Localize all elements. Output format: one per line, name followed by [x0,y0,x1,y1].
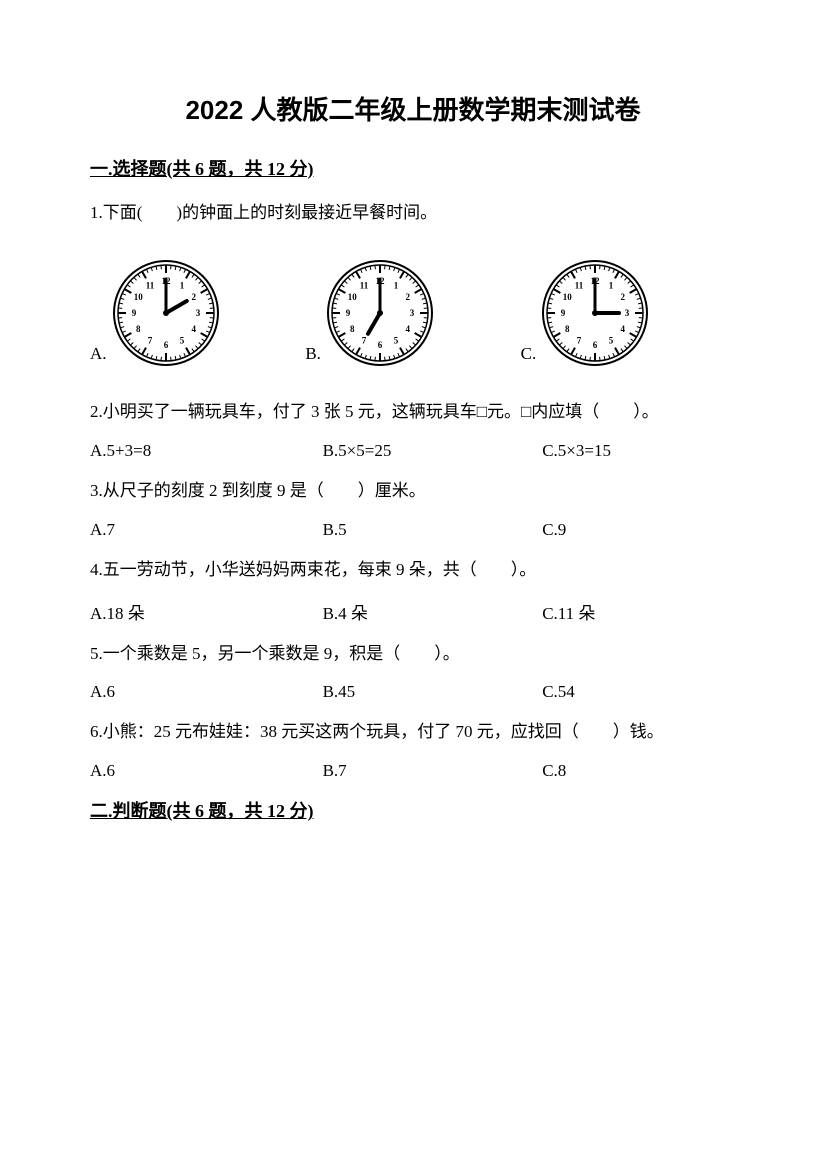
q4-text: 4.五一劳动节，小华送妈妈两束花，每束 9 朵，共（ ）。 [90,556,736,585]
q4-opt-a: A.18 朵 [90,599,323,624]
svg-text:6: 6 [163,340,168,350]
q3-opt-b: B.5 [323,520,543,540]
svg-text:9: 9 [346,308,351,318]
svg-text:6: 6 [378,340,383,350]
svg-text:7: 7 [577,336,582,346]
q6-text: 6.小熊：25 元布娃娃：38 元买这两个玩具，付了 70 元，应找回（ ）钱。 [90,718,736,747]
q2-opt-a: A.5+3=8 [90,441,323,461]
svg-text:2: 2 [191,292,196,302]
q1-options-row: A. 123456789101112 B. 123456789101112 C.… [90,258,736,368]
svg-text:7: 7 [147,336,152,346]
svg-text:8: 8 [136,324,141,334]
svg-text:11: 11 [360,280,369,290]
q6-opt-a: A.6 [90,761,323,781]
q1-opt-b-label: B. [305,344,321,364]
clock-b: 123456789101112 [325,258,435,368]
svg-text:6: 6 [593,340,598,350]
section1-heading: 一.选择题(共 6 题，共 12 分) [90,155,736,181]
q5-options: A.6 B.45 C.54 [90,682,736,702]
svg-text:8: 8 [565,324,570,334]
svg-text:2: 2 [621,292,626,302]
q1-opt-b: B. 123456789101112 [305,258,520,368]
svg-text:8: 8 [350,324,355,334]
svg-text:9: 9 [131,308,136,318]
clock-a: 123456789101112 [111,258,221,368]
q4-opt-c: C.11 朵 [542,599,736,624]
q3-opt-a: A.7 [90,520,323,540]
svg-text:4: 4 [405,324,410,334]
svg-text:11: 11 [575,280,584,290]
q5-opt-a: A.6 [90,682,323,702]
svg-text:5: 5 [179,336,184,346]
svg-text:3: 3 [410,308,415,318]
q3-text: 3.从尺子的刻度 2 到刻度 9 是（ ）厘米。 [90,477,736,506]
svg-text:4: 4 [621,324,626,334]
svg-text:11: 11 [145,280,154,290]
q4-opt-b: B.4 朵 [323,599,543,624]
q1-text: 1.下面( )的钟面上的时刻最接近早餐时间。 [90,199,736,228]
q1-opt-c-label: C. [521,344,537,364]
q2-text: 2.小明买了一辆玩具车，付了 3 张 5 元，这辆玩具车□元。□内应填（ ）。 [90,398,736,427]
exam-page: 2022 人教版二年级上册数学期末测试卷 一.选择题(共 6 题，共 12 分)… [0,0,826,1169]
q1-opt-c: C. 123456789101112 [521,258,736,368]
svg-text:1: 1 [609,280,614,290]
svg-text:10: 10 [563,292,573,302]
q2-opt-c: C.5×3=15 [542,441,736,461]
q4-options: A.18 朵 B.4 朵 C.11 朵 [90,599,736,624]
svg-text:3: 3 [195,308,200,318]
svg-text:10: 10 [133,292,143,302]
q2-options: A.5+3=8 B.5×5=25 C.5×3=15 [90,441,736,461]
section2-heading: 二.判断题(共 6 题，共 12 分) [90,797,736,823]
q6-opt-b: B.7 [323,761,543,781]
svg-text:1: 1 [394,280,399,290]
svg-text:5: 5 [394,336,399,346]
svg-text:2: 2 [405,292,410,302]
svg-text:3: 3 [625,308,630,318]
svg-text:9: 9 [561,308,566,318]
svg-text:1: 1 [179,280,184,290]
svg-text:10: 10 [348,292,358,302]
q5-text: 5.一个乘数是 5，另一个乘数是 9，积是（ ）。 [90,640,736,669]
page-title: 2022 人教版二年级上册数学期末测试卷 [90,90,736,127]
q3-opt-c: C.9 [542,520,736,540]
clock-c: 123456789101112 [540,258,650,368]
q6-options: A.6 B.7 C.8 [90,761,736,781]
svg-text:5: 5 [609,336,614,346]
q1-opt-a: A. 123456789101112 [90,258,305,368]
svg-text:4: 4 [191,324,196,334]
q3-options: A.7 B.5 C.9 [90,520,736,540]
q5-opt-c: C.54 [542,682,736,702]
svg-text:7: 7 [362,336,367,346]
q5-opt-b: B.45 [323,682,543,702]
q2-opt-b: B.5×5=25 [323,441,543,461]
q6-opt-c: C.8 [542,761,736,781]
q1-opt-a-label: A. [90,344,107,364]
